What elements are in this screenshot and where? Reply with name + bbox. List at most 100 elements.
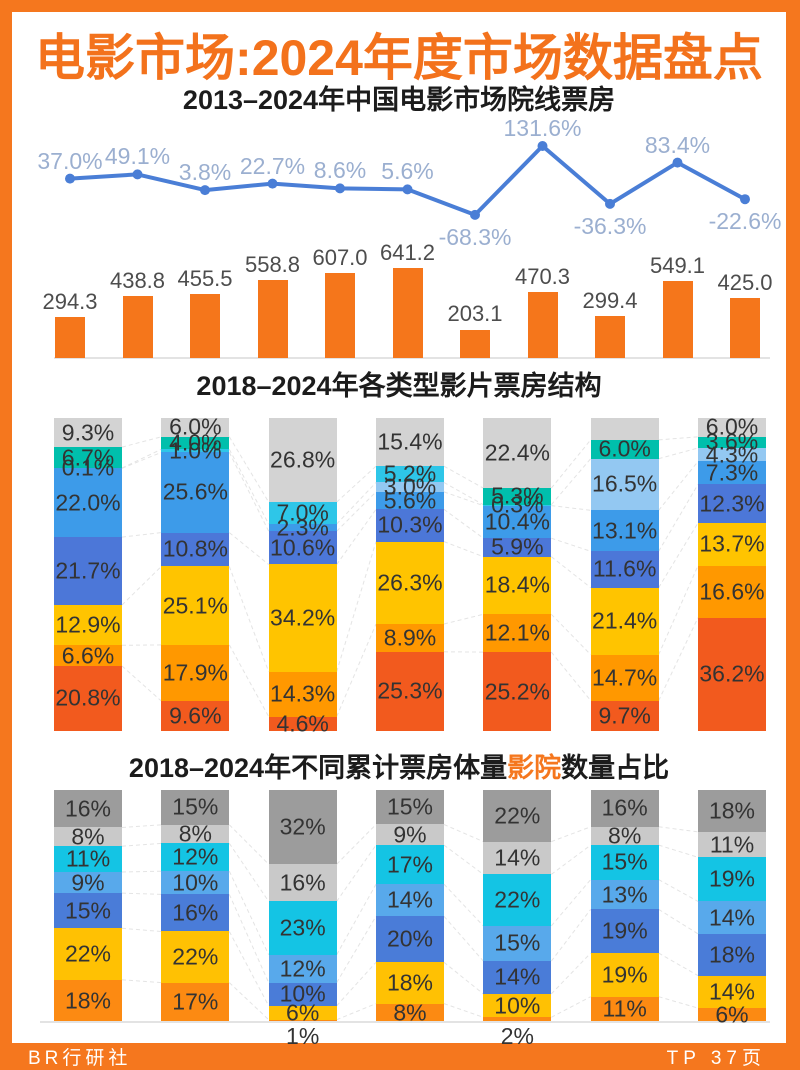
segment-label: 23% [280,915,326,942]
bar-segment: 12.9% [54,605,122,645]
segment-label: 11% [710,831,754,858]
bar-segment: 11% [698,832,766,858]
segment-label: 19% [602,918,648,945]
stacked-bar-column: 32%16%23%12%10%6%1% [269,790,337,1022]
segment-label: 5.6% [384,487,436,514]
segment-label: 19% [709,866,755,893]
bar-segment: 32% [269,790,337,864]
genre-chart-title: 2018–2024年各类型影片票房结构 [12,364,786,403]
bar-segment: 9.6% [161,701,229,731]
bar-segment: 23% [269,901,337,954]
bar-segment: 18.4% [483,557,551,615]
bar-segment: 8% [54,827,122,846]
segment-label: 18.4% [485,572,550,599]
bar-segment: 36.2% [698,618,766,731]
segment-label: 14% [387,887,433,914]
bar-segment: 12% [161,843,229,871]
segment-label: 8.9% [384,624,436,651]
segment-label: 26.8% [270,447,335,474]
segment-label: 9% [393,821,426,848]
bar-segment: 22% [161,931,229,982]
stacked-bar-column: 15%9%17%14%20%18%8% [376,790,444,1022]
bar-segment: 10% [483,994,551,1017]
segment-label: 17% [387,851,433,878]
segment-label: 15.4% [377,429,442,456]
segment-label: 16% [602,795,648,822]
segment-label: 26.3% [377,569,442,596]
bar-segment: 6.0% [591,440,659,459]
bar-segment: 14% [376,884,444,916]
segment-label: 22% [65,940,111,967]
segment-label: 25.6% [163,479,228,506]
bar-segment: 17% [376,845,444,884]
segment-label: 25.1% [163,592,228,619]
bar-segment: 15% [483,926,551,961]
segment-label: 5.9% [491,534,543,561]
stacked-bar-column: 16%8%15%13%19%19%11% [591,790,659,1022]
segment-label: 1.0% [169,437,221,464]
bar-segment: 11.6% [591,551,659,587]
bar-segment: 15% [591,845,659,879]
segment-label: 16% [65,795,111,822]
segment-label: 17% [172,989,218,1016]
bar-segment: 6.6% [54,645,122,666]
bar-segment: 0.3% [483,505,551,506]
segment-label: 22% [494,887,540,914]
stacked-bar-column: 9.3%6.7%0.1%22.0%21.7%12.9%6.6%20.8% [54,418,122,731]
bar-segment: 19% [698,857,766,901]
bar-segment: 22.4% [483,418,551,488]
footer-brand: BR行研社 [28,1043,131,1070]
bar-segment: 12.3% [698,484,766,522]
bar-segment: 6% [698,1008,766,1022]
segment-label: 21.4% [592,608,657,635]
bar-segment: 15.4% [376,418,444,466]
bar-segment: 5.6% [376,492,444,510]
bar-segment: 8.9% [376,624,444,652]
segment-label: 14% [709,904,755,931]
segment-label: 18% [709,797,755,824]
bar-segment: 8% [591,827,659,845]
bar-segment: 14.7% [591,655,659,701]
segment-label: 9% [71,869,104,896]
bar-segment: 13.7% [698,523,766,566]
segment-label: 12% [172,844,218,871]
bar-segment: 21.7% [54,537,122,605]
segment-label: 8% [393,999,426,1026]
bar-segment: 12% [269,955,337,983]
stacked-bar-column: 6.0% 16.5% 13.1% 11.6% 21.4% 14.7%9.7% [591,418,659,731]
footer-page-number: TP 37页 [667,1043,766,1070]
segment-label: 10.6% [270,534,335,561]
bar-segment: 9% [54,872,122,893]
bar-segment: 9.7% [591,701,659,731]
stacked-bar-column: 15.4%5.2%3.0%5.6%10.3%26.3%8.9%25.3% [376,418,444,731]
segment-label: 19% [602,961,648,988]
segment-label: 8% [608,822,641,849]
bar-segment: 14% [483,961,551,994]
bar-segment: 10% [161,871,229,894]
footer-bar: BR行研社 TP 37页 [0,1043,800,1069]
bar-segment: 8% [376,1004,444,1022]
bar-segment: 25.1% [161,566,229,645]
segment-label: 13.1% [592,517,657,544]
segment-label: 6% [715,1001,748,1028]
segment-label: 14% [494,964,540,991]
segment-label: 16.5% [592,471,657,498]
bar-segment: 16% [269,864,337,901]
bar-segment: 18% [698,790,766,832]
genre-stacked-chart: 9.3%6.7%0.1%22.0%21.7%12.9%6.6%20.8% 6.0%… [54,418,766,731]
bar-segment: 16% [591,790,659,827]
segment-label: 36.2% [699,661,764,688]
bar-segment: 15% [161,790,229,825]
bar-segment: 1.0% [161,449,229,452]
segment-label: 4.6% [276,710,328,737]
segment-label: 13% [602,881,648,908]
segment-label: 34.2% [270,605,335,632]
bar-segment: 21.4% [591,588,659,655]
growth-point-label: -68.3% [439,224,512,251]
segment-label: 32% [280,814,326,841]
stacked-bar-column: 6.0%3.6%4.3%7.3%12.3%13.7%16.6%36.2% [698,418,766,731]
segment-label: 15% [602,849,648,876]
bar-segment: 13.1% [591,510,659,551]
bar-segment: 15% [376,790,444,824]
segment-label: 22% [172,943,218,970]
